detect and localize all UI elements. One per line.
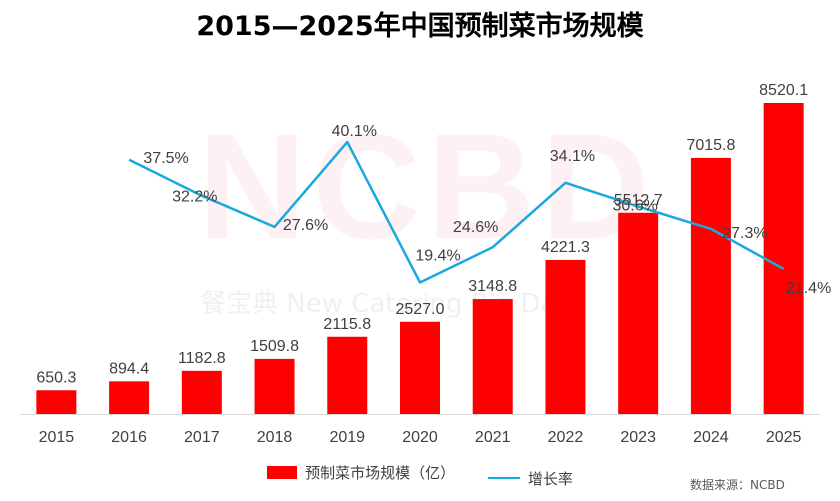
bar-value-label: 5512.7 <box>614 192 663 209</box>
x-tick-label: 2021 <box>475 429 511 446</box>
bar-value-label: 894.4 <box>109 360 149 377</box>
bar-market-size <box>327 336 368 414</box>
bar-value-label: 3148.8 <box>468 278 517 295</box>
x-tick-label: 2019 <box>329 429 365 446</box>
bar-value-label: 2527.0 <box>396 301 445 318</box>
x-tick-label: 2020 <box>402 429 438 446</box>
growth-rate-label: 24.6% <box>453 219 498 236</box>
x-tick-label: 2023 <box>620 429 656 446</box>
bar-market-size <box>690 157 731 414</box>
legend-item-growth-rate: 增长率 <box>487 468 573 489</box>
bar-value-label: 650.3 <box>36 369 76 386</box>
x-tick-label: 2025 <box>766 429 802 446</box>
bar-market-size <box>618 212 659 414</box>
legend-label-growth-rate: 增长率 <box>527 469 573 488</box>
x-tick-label: 2022 <box>548 429 584 446</box>
growth-rate-label: 34.1% <box>550 148 595 165</box>
bar-value-label: 2115.8 <box>323 316 371 333</box>
bar-market-size <box>181 370 222 414</box>
bar-market-size <box>109 381 150 414</box>
x-tick-label: 2016 <box>111 429 147 446</box>
legend-swatch-bar <box>267 466 298 479</box>
growth-rate-label: 37.5% <box>143 150 188 167</box>
bar-market-size <box>36 390 77 414</box>
bar-value-label: 1509.8 <box>250 338 299 355</box>
bar-value-label: 1182.8 <box>178 350 226 367</box>
bar-market-size <box>763 103 804 414</box>
growth-rate-label: 27.3% <box>722 225 767 242</box>
bar-market-size <box>545 259 586 414</box>
bar-value-label: 8520.1 <box>759 82 808 99</box>
growth-rate-line <box>128 140 785 284</box>
x-tick-label: 2024 <box>693 429 729 446</box>
growth-rate-label: 32.2% <box>172 189 217 206</box>
x-tick-label: 2018 <box>257 429 293 446</box>
legend-swatch-line <box>487 477 520 479</box>
bar-value-label: 4221.3 <box>541 239 590 256</box>
growth-rate-label: 30.6% <box>612 198 657 215</box>
x-tick-label: 2017 <box>184 429 220 446</box>
legend-item-market-size: 预制菜市场规模（亿） <box>267 462 455 483</box>
bar-market-size <box>472 299 513 414</box>
x-tick-label: 2015 <box>39 429 75 446</box>
growth-rate-label: 27.6% <box>283 217 328 234</box>
bar-market-size <box>400 321 440 414</box>
growth-rate-label: 21.4% <box>786 280 831 297</box>
bar-value-label: 7015.8 <box>686 137 735 154</box>
chart-legend: 预制菜市场规模（亿） 增长率 <box>0 462 840 489</box>
chart-title: 2015—2025年中国预制菜市场规模 <box>196 11 644 42</box>
legend-label-market-size: 预制菜市场规模（亿） <box>305 464 456 482</box>
bar-market-size <box>254 358 295 414</box>
growth-rate-label: 19.4% <box>415 247 460 264</box>
watermark-text: 餐宝典 New Catering Big Data <box>200 289 583 319</box>
growth-rate-label: 40.1% <box>332 123 377 140</box>
data-source-note: 数据来源：NCBD <box>690 478 785 492</box>
